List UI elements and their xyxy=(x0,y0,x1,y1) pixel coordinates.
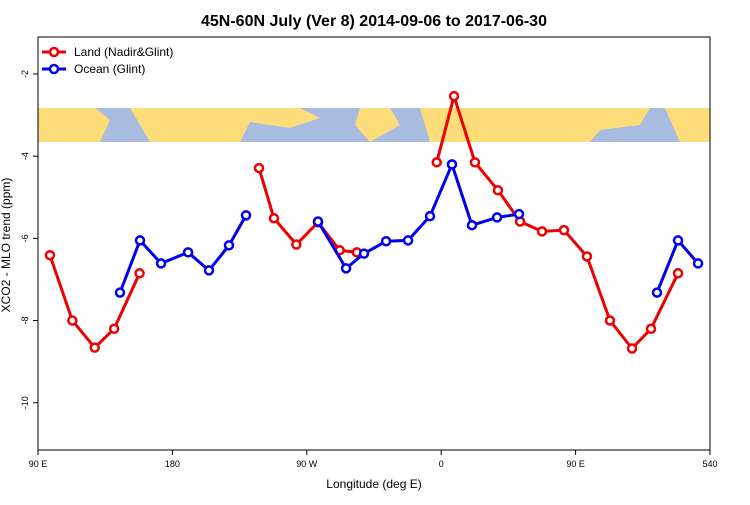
x-tick-label: 0 xyxy=(439,459,444,469)
data-point xyxy=(182,247,194,258)
legend-label: Land (Nadir&Glint) xyxy=(74,45,173,59)
data-point xyxy=(89,342,100,353)
data-point xyxy=(431,157,442,168)
data-point xyxy=(402,235,414,246)
data-point xyxy=(340,263,352,274)
series-line xyxy=(316,160,520,271)
data-point xyxy=(223,240,235,251)
data-point xyxy=(672,235,684,246)
x-axis-label: Longitude (deg E) xyxy=(326,477,421,491)
legend-marker xyxy=(48,46,60,58)
y-tick-label: -2 xyxy=(20,70,30,78)
x-tick-label: 90 E xyxy=(566,459,585,469)
y-axis-label: XCO2 - MLO trend (ppm) xyxy=(0,178,13,313)
data-point xyxy=(380,235,392,247)
data-point xyxy=(672,268,684,279)
data-point xyxy=(108,323,120,335)
data-point xyxy=(492,185,504,196)
data-point xyxy=(203,265,215,276)
series-line xyxy=(257,167,358,254)
data-point xyxy=(114,287,126,298)
data-point xyxy=(604,315,616,326)
y-tick-label: -4 xyxy=(20,152,30,160)
data-point xyxy=(581,251,593,262)
data-point xyxy=(155,258,167,269)
series-line xyxy=(118,214,248,294)
y-tick-label: -8 xyxy=(20,317,30,325)
data-point xyxy=(558,224,570,236)
y-tick-label: -10 xyxy=(20,396,30,409)
data-point xyxy=(692,258,704,269)
data-point xyxy=(469,157,481,168)
data-point xyxy=(446,159,458,170)
map-band xyxy=(38,108,710,142)
legend-marker xyxy=(48,63,60,75)
data-point xyxy=(424,210,436,222)
data-point xyxy=(312,216,324,227)
y-tick-label: -6 xyxy=(20,234,30,242)
data-point xyxy=(491,212,503,223)
data-point xyxy=(466,219,478,231)
series-line xyxy=(48,254,141,350)
data-point xyxy=(44,249,56,261)
data-point xyxy=(253,162,265,174)
data-point xyxy=(651,287,663,298)
data-point xyxy=(134,235,146,246)
data-point xyxy=(626,343,638,354)
data-point xyxy=(291,239,302,250)
data-point xyxy=(240,210,252,221)
legend-label: Ocean (Glint) xyxy=(74,62,145,76)
x-tick-label: 90 W xyxy=(296,459,318,469)
data-point xyxy=(448,90,460,102)
chart-title: 45N-60N July (Ver 8) 2014-09-06 to 2017-… xyxy=(201,13,547,30)
x-tick-label: 180 xyxy=(165,459,180,469)
plot-frame xyxy=(37,36,711,451)
data-point xyxy=(513,208,525,220)
x-tick-label: 540 xyxy=(702,459,717,469)
data-point xyxy=(268,212,280,224)
data-point xyxy=(67,315,78,326)
data-point xyxy=(645,323,657,335)
data-point xyxy=(358,248,370,259)
x-tick-label: 90 E xyxy=(29,459,48,469)
data-point xyxy=(536,226,548,237)
series-line xyxy=(655,237,700,294)
data-point xyxy=(134,268,145,279)
